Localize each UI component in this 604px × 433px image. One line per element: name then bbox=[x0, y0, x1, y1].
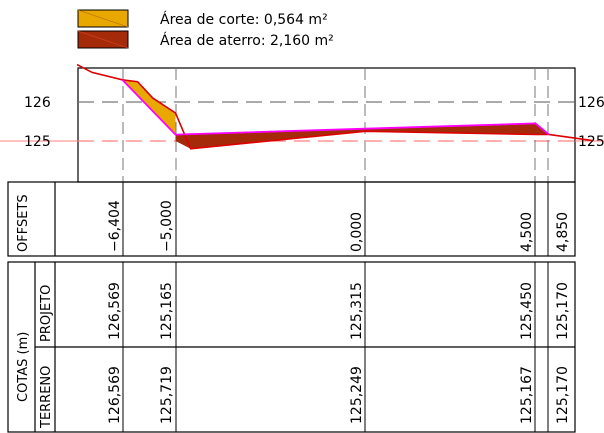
cotas-header: COTAS (m) bbox=[16, 332, 31, 402]
legend-fill-label: Área de aterro: 2,160 m² bbox=[160, 32, 334, 49]
projeto-value: 126,569 bbox=[107, 282, 123, 340]
projeto-value: 125,170 bbox=[555, 282, 571, 340]
offset-value: 4,850 bbox=[555, 212, 571, 252]
offsets-table: −6,404 −5,000 0,000 4,500 4,850 OFFSETS bbox=[7, 181, 576, 257]
y-tick-label-125-right: 125 bbox=[578, 134, 604, 150]
offsets-header: OFFSETS bbox=[16, 194, 31, 252]
offset-value: 4,500 bbox=[519, 212, 535, 252]
terreno-value: 126,569 bbox=[107, 366, 123, 424]
legend: Área de corte: 0,564 m² Área de aterro: … bbox=[77, 9, 334, 49]
station-guides bbox=[122, 68, 549, 182]
projeto-header: PROJETO bbox=[39, 285, 54, 342]
projeto-value: 125,315 bbox=[349, 282, 365, 340]
y-tick-label-126: 126 bbox=[24, 95, 51, 111]
offset-value: −6,404 bbox=[107, 200, 123, 252]
legend-cut-label: Área de corte: 0,564 m² bbox=[160, 11, 328, 28]
terreno-value: 125,719 bbox=[159, 366, 175, 424]
y-tick-label-125: 125 bbox=[24, 134, 51, 150]
y-tick-label-126-right: 126 bbox=[578, 95, 604, 111]
terreno-value: 125,167 bbox=[519, 366, 535, 424]
section-lines bbox=[76, 63, 593, 150]
terrain-line bbox=[76, 63, 593, 150]
offset-value: −5,000 bbox=[159, 200, 175, 252]
projeto-value: 125,450 bbox=[519, 282, 535, 340]
fill-area bbox=[175, 123, 549, 149]
terreno-value: 125,170 bbox=[555, 366, 571, 424]
project-line bbox=[121, 79, 550, 136]
terreno-value: 125,249 bbox=[349, 366, 365, 424]
terreno-header: TERRENO bbox=[39, 366, 54, 429]
cotas-table: 126,569 125,165 125,315 125,450 125,170 126,5… bbox=[7, 261, 576, 433]
offset-value: 0,000 bbox=[349, 212, 365, 252]
projeto-value: 125,165 bbox=[159, 282, 175, 340]
